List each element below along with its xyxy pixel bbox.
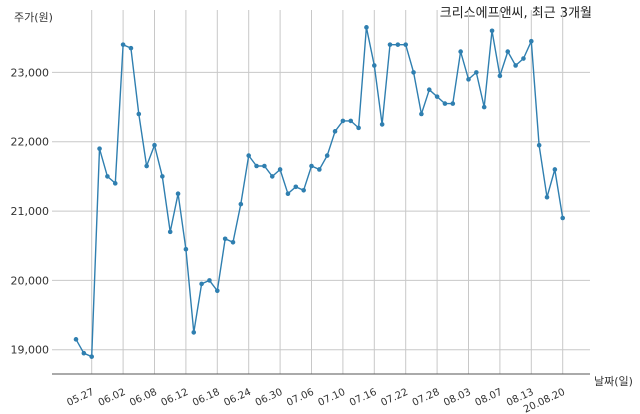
data-point (513, 63, 518, 68)
x-ticks: 05.27 06.02 06.08 06.12 06.18 06.24 06.30 07.06… (65, 387, 567, 414)
data-point (285, 191, 291, 197)
data-point (97, 146, 102, 151)
data-point (73, 337, 79, 342)
data-point (246, 153, 251, 158)
data-point (466, 77, 471, 82)
data-point (434, 94, 440, 99)
data-point (309, 163, 314, 169)
data-point (458, 49, 463, 54)
data-point (136, 111, 142, 117)
data-point (112, 181, 118, 186)
grid (52, 10, 590, 374)
data-point (529, 38, 534, 44)
data-point (89, 354, 94, 359)
chart-title: 크리스에프앤씨, 최근 3개월 (440, 6, 592, 21)
data-point (152, 142, 157, 148)
data-point (379, 122, 385, 127)
data-point (497, 73, 503, 79)
data-point (262, 163, 267, 169)
x-tick-label: 06.18 (191, 387, 222, 409)
data-point (450, 101, 456, 106)
x-axis-label: 날짜(일) (594, 374, 633, 388)
data-point (277, 167, 283, 172)
data-point (81, 350, 87, 356)
data-point (403, 42, 409, 47)
data-point (167, 229, 173, 235)
data-point (269, 174, 275, 179)
data-point (175, 191, 181, 197)
y-tick-label: 22,000 (11, 136, 50, 149)
series-line (75, 27, 564, 358)
data-point (474, 70, 479, 75)
data-point (536, 142, 542, 148)
data-point (128, 45, 134, 51)
x-tick-label: 06.24 (222, 387, 253, 409)
y-ticks: 19,000 20,000 21,000 22,000 23,000 (11, 66, 50, 356)
data-point (324, 153, 330, 158)
data-point (222, 236, 228, 242)
x-tick-label: 07.06 (285, 387, 316, 409)
x-tick-label: 07.22 (379, 387, 410, 409)
x-tick-label: 06.12 (160, 387, 191, 409)
data-point (207, 278, 212, 283)
data-point (230, 239, 236, 245)
x-tick-label: 08.07 (474, 387, 505, 409)
data-point (560, 215, 565, 221)
x-tick-label: 08.03 (442, 387, 473, 409)
x-tick-label: 06.02 (97, 387, 128, 409)
data-point (419, 111, 424, 117)
data-point (356, 125, 361, 131)
y-axis-label: 주가(원) (14, 11, 53, 24)
x-tick-label: 06.30 (254, 387, 285, 409)
data-point (317, 167, 322, 172)
x-tick-label: 07.16 (348, 387, 379, 409)
data-point (199, 281, 204, 287)
x-tick-label: 05.27 (65, 387, 96, 409)
data-point (144, 163, 149, 169)
data-point (395, 42, 401, 47)
series (73, 25, 565, 359)
data-point (301, 187, 306, 193)
data-point (387, 42, 393, 47)
data-point (411, 70, 416, 75)
data-point (254, 163, 259, 169)
data-point (160, 174, 165, 179)
data-point (442, 101, 448, 106)
data-point (426, 87, 432, 93)
data-point (340, 118, 346, 124)
y-tick-label: 19,000 (11, 344, 50, 357)
y-tick-label: 20,000 (11, 274, 50, 287)
data-point (521, 56, 526, 61)
data-point (372, 63, 377, 68)
data-point (481, 104, 487, 110)
data-point (364, 25, 369, 30)
data-point (238, 201, 244, 207)
data-point (215, 288, 220, 294)
y-tick-label: 21,000 (11, 205, 50, 218)
data-point (552, 167, 558, 172)
x-tick-label: 07.28 (411, 387, 442, 409)
data-point (348, 118, 354, 124)
x-tick-label: 07.10 (317, 387, 348, 409)
data-point (293, 184, 299, 190)
data-point (105, 174, 110, 179)
data-point (505, 49, 511, 54)
data-point (489, 28, 495, 34)
y-tick-label: 23,000 (11, 66, 50, 79)
x-tick-label: 06.08 (128, 387, 159, 409)
data-point (191, 330, 197, 335)
data-point (332, 129, 338, 134)
data-point (183, 246, 189, 252)
data-point (120, 42, 126, 47)
data-point (544, 194, 550, 200)
